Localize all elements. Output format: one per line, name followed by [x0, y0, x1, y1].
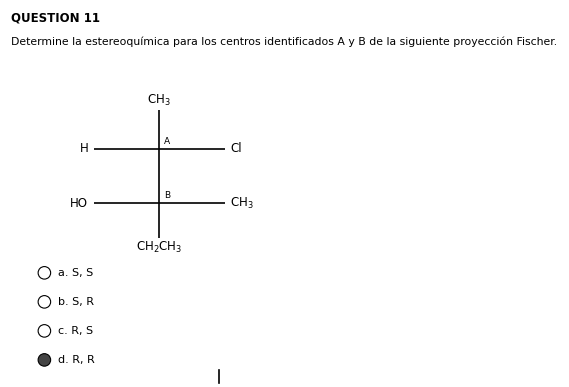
Text: CH$_3$: CH$_3$ [230, 195, 254, 211]
Ellipse shape [38, 267, 51, 279]
Text: H: H [80, 142, 88, 156]
Text: d. R, R: d. R, R [58, 355, 95, 365]
Ellipse shape [38, 325, 51, 337]
Text: Determine la estereoquímica para los centros identificados A y B de la siguiente: Determine la estereoquímica para los cen… [11, 37, 558, 47]
Text: CH$_3$: CH$_3$ [147, 93, 171, 108]
Ellipse shape [38, 354, 51, 366]
Text: Cl: Cl [230, 142, 242, 156]
Text: CH$_2$CH$_3$: CH$_2$CH$_3$ [136, 240, 183, 255]
Text: QUESTION 11: QUESTION 11 [11, 12, 100, 25]
Text: A: A [164, 137, 170, 146]
Ellipse shape [38, 296, 51, 308]
Text: a. S, S: a. S, S [58, 268, 93, 278]
Text: HO: HO [70, 197, 88, 210]
Text: c. R, S: c. R, S [58, 326, 93, 336]
Text: B: B [164, 191, 170, 200]
Text: b. S, R: b. S, R [58, 297, 94, 307]
